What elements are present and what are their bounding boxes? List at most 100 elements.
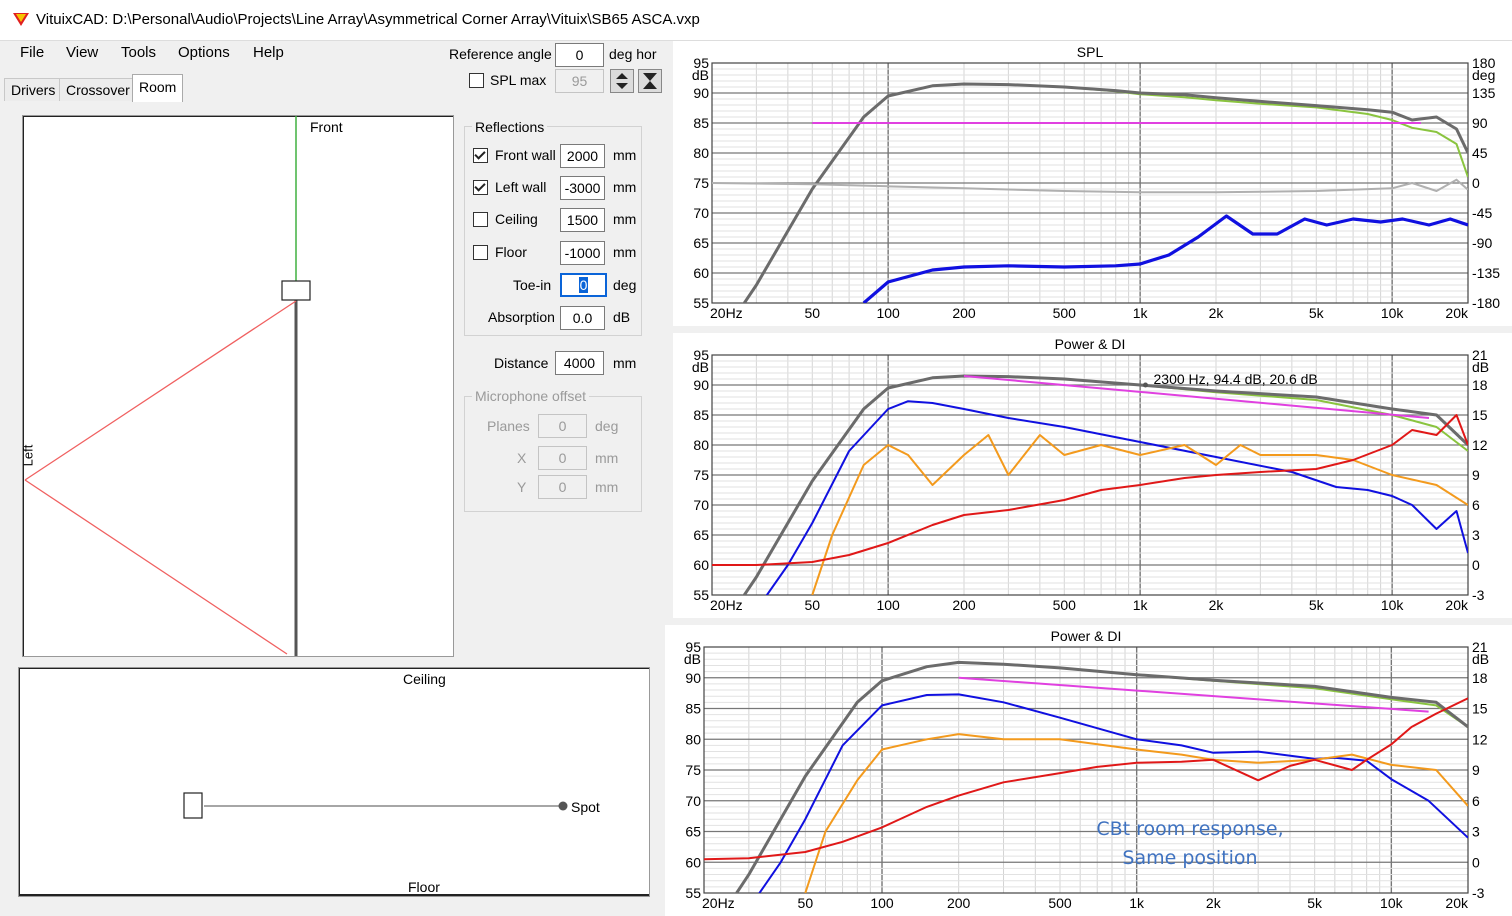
menu-help[interactable]: Help: [253, 44, 284, 61]
y-tick-label: 60: [685, 854, 701, 870]
ceiling-unit: mm: [613, 211, 637, 227]
x-tick-label: 50: [798, 895, 814, 911]
left-wall-checkbox[interactable]: [473, 180, 488, 195]
y-tick-label: 85: [685, 701, 701, 717]
tab-room[interactable]: Room: [132, 74, 184, 102]
spl-max-input[interactable]: 95: [555, 69, 604, 93]
y-tick-label: 70: [685, 793, 701, 809]
ceiling-view-label: Ceiling: [403, 671, 446, 687]
x-tick-label: 1k: [1133, 305, 1149, 321]
left-label: Left: [20, 444, 36, 467]
spl-auto-button[interactable]: [638, 69, 662, 93]
y2-tick-label: 3: [1472, 527, 1480, 543]
x-offset-label: X: [517, 450, 527, 466]
x-tick-label: 1k: [1129, 895, 1145, 911]
y-offset-unit: mm: [595, 479, 619, 495]
y-tick-label: 55: [693, 295, 709, 311]
x-offset-input[interactable]: 0: [538, 446, 587, 470]
absorption-label: Absorption: [488, 309, 555, 325]
x-tick-label: 100: [870, 895, 894, 911]
y2-tick-label: 18: [1472, 377, 1488, 393]
power-di-chart[interactable]: Power & DI 95 90 85 80 75 70 65 60 55 dB 21 18 15 12 9 6…: [673, 333, 1512, 618]
spl-chart[interactable]: SPL 95 90 85 80 75 70 65 60 55 dB 180 135 90 45 0 -45 -90…: [673, 41, 1512, 326]
planes-label: Planes: [487, 418, 530, 434]
left-wall-input[interactable]: -3000: [560, 176, 605, 200]
tab-crossover[interactable]: Crossover: [59, 78, 137, 101]
y2-tick-label: 9: [1472, 467, 1480, 483]
front-wall-input[interactable]: 2000: [560, 144, 605, 168]
y-tick-label: 55: [685, 885, 701, 901]
y-tick-label: 95: [693, 347, 709, 363]
series-line-4-1010e0: [862, 214, 1468, 303]
x-tick-label: 2k: [1209, 597, 1225, 613]
room-top-view[interactable]: Front Left: [20, 115, 454, 657]
ceiling-input[interactable]: 1500: [560, 208, 605, 232]
y2-tick-label: -3: [1472, 885, 1485, 901]
x-tick-label: 1k: [1133, 597, 1149, 613]
x-tick-label: 200: [952, 597, 976, 613]
reference-angle-unit: deg hor: [609, 46, 657, 62]
y2-tick-label: 21: [1472, 639, 1488, 655]
y2-tick-label: 9: [1472, 762, 1480, 778]
y-tick-label: 95: [693, 55, 709, 71]
x-tick-label: 2k: [1206, 895, 1222, 911]
menu-options[interactable]: Options: [178, 44, 230, 61]
series-line-5-e01818: [712, 414, 1468, 566]
y2-tick-label: 12: [1472, 731, 1488, 747]
room-top-view-diagram: [22, 115, 453, 656]
menu-tools[interactable]: Tools: [121, 44, 157, 61]
plot-frame: [711, 354, 1469, 596]
floor-input[interactable]: -1000: [560, 241, 605, 265]
distance-label: Distance: [494, 355, 549, 371]
x-tick-label: 50: [804, 305, 820, 321]
toe-in-label: Toe-in: [513, 277, 552, 293]
y-tick-label: 60: [693, 265, 709, 281]
series-line-2-e040e0: [958, 676, 1429, 713]
y-offset-input[interactable]: 0: [538, 475, 587, 499]
planes-unit: deg: [595, 418, 619, 434]
y2-tick-label: 6: [1472, 497, 1480, 513]
y-tick-label: 65: [693, 235, 709, 251]
title-bar: VituixCAD: D:\Personal\Audio\Projects\Li…: [0, 0, 1512, 41]
y-unit-label: dB: [684, 651, 701, 667]
y-tick-label: 55: [693, 587, 709, 603]
x-tick-label: 5k: [1309, 305, 1325, 321]
power-di-room-chart[interactable]: Power & DI 95 90 85 80 75 70 65 60 55 dB 21 18 15 12 9 6…: [665, 625, 1512, 916]
spl-max-checkbox[interactable]: [469, 73, 484, 88]
y2-tick-label: 6: [1472, 793, 1480, 809]
annotation-line-1: CBt room response,: [1096, 818, 1284, 840]
x-tick-label: 200: [952, 305, 976, 321]
y-unit-label: dB: [692, 67, 709, 83]
x-tick-label: 20Hz: [702, 895, 735, 911]
menu-view[interactable]: View: [66, 44, 99, 61]
spl-spin-button[interactable]: [610, 69, 634, 93]
series-group: [712, 82, 1468, 303]
x-tick-label: 10k: [1380, 895, 1404, 911]
room-side-view-diagram: [18, 667, 649, 896]
x-tick-label: 20Hz: [710, 305, 743, 321]
x-tick-label: 100: [876, 597, 900, 613]
y-tick-label: 75: [693, 175, 709, 191]
distance-input[interactable]: 4000: [555, 351, 604, 375]
spl-max-label: SPL max: [490, 72, 547, 88]
reference-angle-input[interactable]: 0: [555, 43, 604, 67]
tab-drivers[interactable]: Drivers: [4, 78, 63, 101]
ceiling-checkbox[interactable]: [473, 212, 488, 227]
left-reflection-path-in: [24, 300, 297, 481]
left-reflection-path-out: [24, 479, 288, 655]
y-tick-label: 75: [693, 467, 709, 483]
x-tick-label: 10k: [1381, 597, 1405, 613]
cursor-readout: 2300 Hz, 94.4 dB, 20.6 dB: [1154, 371, 1318, 387]
front-wall-checkbox[interactable]: [473, 148, 488, 163]
y2-tick-label: 0: [1472, 854, 1480, 870]
planes-input[interactable]: 0: [538, 414, 587, 438]
left-wall-label: Left wall: [495, 179, 547, 195]
toe-in-input[interactable]: 0: [560, 273, 607, 297]
y-tick-label: 85: [693, 115, 709, 131]
menu-file[interactable]: File: [20, 44, 45, 61]
y-unit-label: dB: [692, 359, 709, 375]
y2-tick-label: 12: [1472, 437, 1488, 453]
absorption-input[interactable]: 0.0: [560, 306, 605, 330]
floor-checkbox[interactable]: [473, 245, 488, 260]
room-side-view[interactable]: Ceiling Spot Floor: [18, 667, 650, 897]
